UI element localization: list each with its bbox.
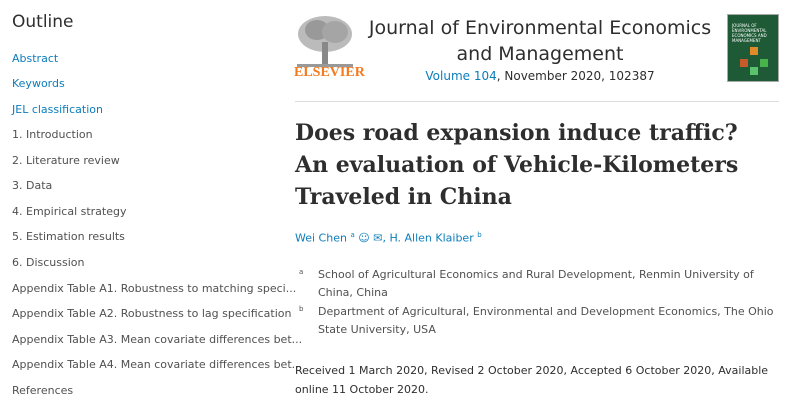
author-name[interactable]: H. Allen Klaiber [389, 231, 474, 245]
author-name[interactable]: Wei Chen [295, 231, 347, 245]
article-title: Does road expansion induce traffic? An e… [295, 120, 739, 210]
outline-item-table-a3[interactable]: Appendix Table A3. Mean covariate differ… [12, 333, 303, 346]
outline-item-table-a4[interactable]: Appendix Table A4. Mean covariate differ… [12, 358, 303, 371]
author-list: Wei Chen a ☺ ✉, H. Allen Klaiber b [295, 231, 482, 245]
affiliation: a School of Agricultural Economics and R… [299, 266, 778, 302]
outline-item-abstract[interactable]: Abstract [12, 52, 59, 65]
outline-item-introduction[interactable]: 1. Introduction [12, 128, 93, 141]
person-icon[interactable]: ☺ [358, 231, 370, 245]
volume-info: Volume 104, November 2020, 102387 [365, 69, 715, 83]
outline-item-keywords[interactable]: Keywords [12, 77, 65, 90]
journal-cover-image[interactable]: JOURNAL OF ENVIRONMENTAL ECONOMICS AND M… [727, 14, 779, 82]
affiliation-text: Department of Agricultural, Environmenta… [318, 305, 774, 336]
affiliation-marker: b [299, 305, 304, 313]
journal-title[interactable]: Journal of Environmental Economics and M… [368, 17, 712, 65]
article-history-dates: Received 1 March 2020, Revised 2 October… [295, 364, 769, 396]
author-affiliation-marker: b [477, 231, 482, 239]
outline-item-data[interactable]: 3. Data [12, 179, 53, 192]
issue-info: , November 2020, 102387 [496, 69, 655, 83]
outline-item-literature[interactable]: 2. Literature review [12, 154, 120, 167]
outline-title: Outline [12, 12, 74, 32]
header-divider [295, 101, 779, 102]
outline-item-discussion[interactable]: 6. Discussion [12, 256, 85, 269]
elsevier-tree-logo[interactable] [295, 12, 355, 80]
author-affiliation-marker: a [350, 231, 355, 239]
outline-item-references[interactable]: References [12, 384, 74, 397]
cover-recycle-graphic [740, 47, 768, 75]
outline-item-jel[interactable]: JEL classification [12, 103, 103, 116]
outline-item-estimation[interactable]: 5. Estimation results [12, 230, 125, 243]
affiliation-marker: a [299, 268, 304, 276]
affiliation: b Department of Agricultural, Environmen… [299, 303, 778, 339]
email-icon[interactable]: ✉ [373, 231, 383, 245]
elsevier-wordmark: ELSEVIER [294, 65, 365, 80]
cover-text: JOURNAL OF ENVIRONMENTAL ECONOMICS AND M… [732, 23, 767, 43]
outline-item-table-a1[interactable]: Appendix Table A1. Robustness to matchin… [12, 282, 297, 295]
volume-link[interactable]: Volume 104 [425, 69, 497, 83]
affiliation-text: School of Agricultural Economics and Rur… [318, 268, 754, 299]
outline-item-table-a2[interactable]: Appendix Table A2. Robustness to lag spe… [12, 307, 292, 320]
outline-item-empirical[interactable]: 4. Empirical strategy [12, 205, 127, 218]
